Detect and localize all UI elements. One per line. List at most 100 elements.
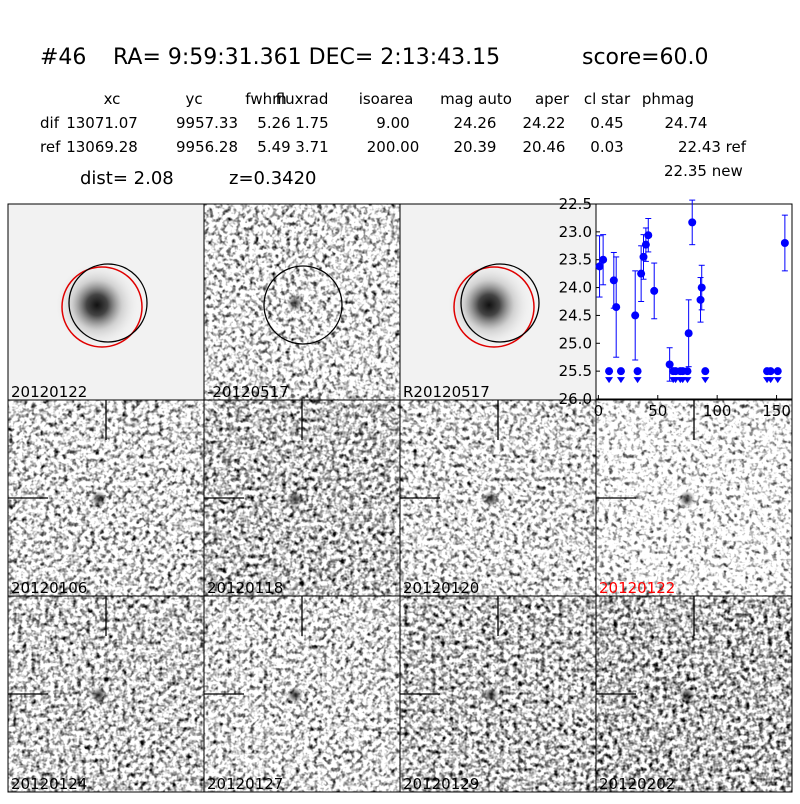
upper-limit bbox=[766, 377, 775, 384]
source bbox=[91, 687, 107, 703]
column-header: fwhm bbox=[245, 90, 286, 108]
cell: 20.46 bbox=[523, 138, 566, 156]
x-tick-label: 150 bbox=[762, 402, 791, 420]
cell: 5.49 bbox=[257, 138, 290, 156]
cell: 1.75 bbox=[295, 114, 328, 132]
upper-limit bbox=[701, 377, 710, 384]
cell: 24.22 bbox=[523, 114, 566, 132]
upper-limit bbox=[633, 377, 642, 384]
redshift: z=0.3420 bbox=[229, 168, 317, 189]
ref-circle bbox=[453, 266, 535, 348]
point bbox=[595, 262, 604, 271]
cell: 13071.07 bbox=[66, 114, 138, 132]
image-stamp: 20120129 bbox=[399, 595, 597, 793]
y-tick-label: 25.0 bbox=[559, 334, 592, 352]
stamp-label: 20120127 bbox=[207, 775, 283, 793]
image-stamp: 20120120 bbox=[399, 399, 597, 597]
y-tick-label: 22.5 bbox=[559, 195, 592, 213]
score: score=60.0 bbox=[582, 45, 709, 70]
dif-circle bbox=[68, 263, 148, 343]
y-tick-label: 23.5 bbox=[559, 251, 592, 269]
x-tick-label: 50 bbox=[648, 402, 667, 420]
y-tick-label: 26.0 bbox=[559, 390, 592, 408]
image-stamp: 20120106 bbox=[7, 399, 205, 597]
ref-circle bbox=[61, 266, 143, 348]
image-stamp: R20120517 bbox=[399, 203, 597, 401]
cell: 9957.33 bbox=[176, 114, 238, 132]
x-tick-label: 100 bbox=[703, 402, 732, 420]
cell: 20.39 bbox=[454, 138, 497, 156]
source bbox=[483, 687, 499, 703]
point bbox=[644, 231, 653, 240]
row-label: dif bbox=[40, 114, 60, 132]
image-stamp: 20120118 bbox=[203, 399, 401, 597]
upper-limit bbox=[773, 377, 782, 384]
upper-limit bbox=[605, 377, 614, 384]
point bbox=[684, 329, 693, 338]
point bbox=[631, 311, 640, 320]
point bbox=[633, 367, 642, 376]
source bbox=[287, 687, 303, 703]
y-tick-label: 25.5 bbox=[559, 362, 592, 380]
cell: 9.00 bbox=[376, 114, 409, 132]
dif-circle bbox=[263, 265, 343, 345]
image-stamp: 20120202 bbox=[595, 595, 793, 793]
y-tick-label: 24.5 bbox=[559, 306, 592, 324]
x-tick-label: 0 bbox=[594, 402, 604, 420]
point bbox=[616, 367, 625, 376]
stamp-label: 20120122 bbox=[11, 383, 87, 401]
row-label: ref bbox=[40, 138, 61, 156]
point bbox=[665, 360, 674, 369]
cell: 24.26 bbox=[454, 114, 497, 132]
dif-circle bbox=[460, 263, 540, 343]
upper-limit bbox=[616, 377, 625, 384]
source bbox=[287, 295, 303, 311]
image-stamp: -20120517 bbox=[203, 203, 401, 401]
cell: 5.26 bbox=[257, 114, 290, 132]
image-stamp: 20120122 bbox=[7, 203, 205, 401]
column-header: fluxrad bbox=[276, 90, 329, 108]
stamp-label: 20120120 bbox=[403, 579, 479, 597]
cell: 0.03 bbox=[590, 138, 623, 156]
distance: dist= 2.08 bbox=[80, 168, 174, 189]
image-stamp: 20120124 bbox=[7, 595, 205, 793]
point bbox=[696, 295, 705, 304]
cell: 22.43 ref bbox=[678, 138, 747, 156]
stamp-label: -20120517 bbox=[207, 383, 289, 401]
new-phmag: 22.35 new bbox=[664, 162, 743, 180]
cell: 9956.28 bbox=[176, 138, 238, 156]
source bbox=[679, 687, 695, 703]
point bbox=[605, 367, 614, 376]
image-stamp: 20120122 bbox=[595, 399, 793, 597]
cell: 200.00 bbox=[367, 138, 420, 156]
stamp-label: 20120129 bbox=[403, 775, 479, 793]
column-header: xc bbox=[104, 90, 121, 108]
point bbox=[688, 218, 697, 227]
column-header: cl star bbox=[584, 90, 631, 108]
cell: 24.74 bbox=[665, 114, 708, 132]
y-tick-label: 24.0 bbox=[559, 279, 592, 297]
source bbox=[483, 491, 499, 507]
point bbox=[650, 286, 659, 295]
stamp-label: 20120202 bbox=[599, 775, 675, 793]
column-header: phmag bbox=[642, 90, 694, 108]
stamp-border bbox=[595, 595, 793, 793]
stamp-label: 20120122 bbox=[599, 579, 675, 597]
upper-limit bbox=[683, 377, 692, 384]
point bbox=[773, 367, 782, 376]
cell: 3.71 bbox=[295, 138, 328, 156]
column-header: mag auto bbox=[440, 90, 512, 108]
stamp-label: 20120118 bbox=[207, 579, 283, 597]
point bbox=[780, 239, 789, 247]
point bbox=[599, 255, 608, 264]
cell: 13069.28 bbox=[66, 138, 138, 156]
stamp-label: 20120124 bbox=[11, 775, 87, 793]
column-header: yc bbox=[185, 90, 202, 108]
point bbox=[701, 367, 710, 376]
stamp-label: 20120106 bbox=[11, 579, 87, 597]
point bbox=[697, 283, 706, 292]
point bbox=[612, 303, 621, 312]
stamp-label: R20120517 bbox=[403, 383, 490, 401]
